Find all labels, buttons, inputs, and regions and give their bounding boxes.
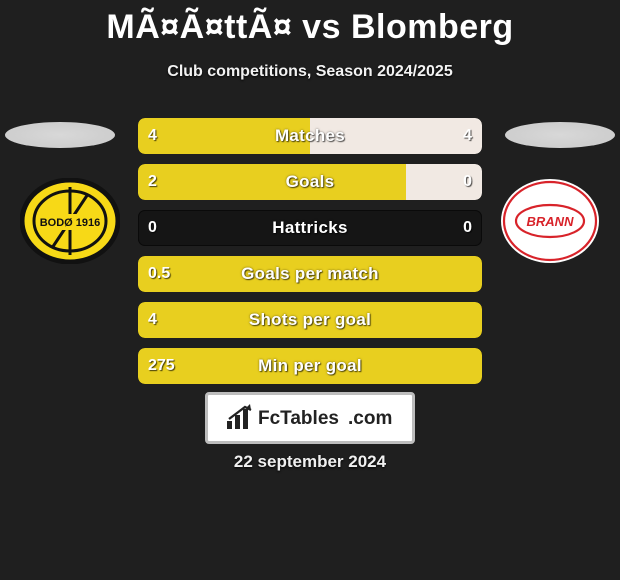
svg-text:BODØ 1916: BODØ 1916 bbox=[40, 217, 101, 229]
stat-label: Matches bbox=[138, 118, 482, 154]
stat-label: Goals bbox=[138, 164, 482, 200]
stat-row: Min per goal275 bbox=[138, 348, 482, 384]
photo-shadow-right bbox=[505, 122, 615, 148]
svg-text:.com: .com bbox=[348, 408, 392, 429]
stat-row: Hattricks0 0 bbox=[138, 210, 482, 246]
stat-label: Hattricks bbox=[138, 210, 482, 246]
fctables-logo-box[interactable]: FcTables .com bbox=[205, 392, 415, 444]
subtitle: Club competitions, Season 2024/2025 bbox=[0, 63, 620, 81]
svg-text:BRANN: BRANN bbox=[527, 214, 575, 229]
stat-label: Goals per match bbox=[138, 256, 482, 292]
stat-value-left: 2 bbox=[148, 164, 157, 200]
stat-value-left: 0 bbox=[148, 210, 157, 246]
stat-row: Shots per goal4 bbox=[138, 302, 482, 338]
stat-row: Goals per match0.5 bbox=[138, 256, 482, 292]
photo-shadow-left bbox=[5, 122, 115, 148]
stat-row: Goals2 0 bbox=[138, 164, 482, 200]
stat-value-left: 0.5 bbox=[148, 256, 170, 292]
svg-text:FcTables: FcTables bbox=[258, 408, 339, 429]
stat-label: Shots per goal bbox=[138, 302, 482, 338]
stat-row: Matches4 4 bbox=[138, 118, 482, 154]
crest-left: BODØ 1916 bbox=[20, 178, 120, 264]
update-date: 22 september 2024 bbox=[0, 452, 620, 472]
page-title: MÃ¤Ã¤ttÃ¤ vs Blomberg bbox=[0, 0, 620, 47]
crest-right: BRANN bbox=[500, 178, 600, 264]
stat-label: Min per goal bbox=[138, 348, 482, 384]
stats-panel: Matches44Goals20Hattricks00Goals per mat… bbox=[138, 118, 482, 394]
stat-value-left: 4 bbox=[148, 118, 157, 154]
stat-value-right: 0 bbox=[463, 164, 472, 200]
stat-value-left: 275 bbox=[148, 348, 175, 384]
stat-value-right: 0 bbox=[463, 210, 472, 246]
stat-value-right: 4 bbox=[463, 118, 472, 154]
stat-value-left: 4 bbox=[148, 302, 157, 338]
fctables-logo-icon: FcTables .com bbox=[225, 403, 395, 433]
